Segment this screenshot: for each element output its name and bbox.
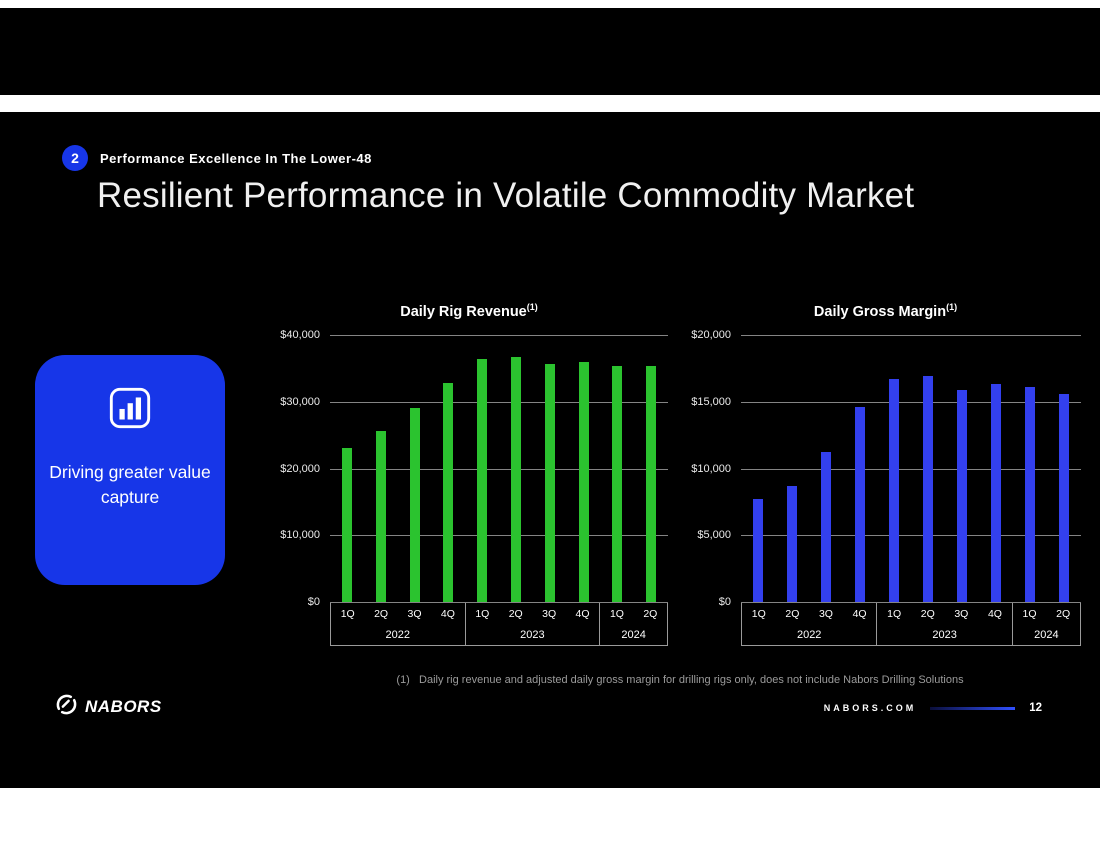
quarter-label: 4Q: [566, 602, 601, 625]
footnote-ref: (1): [946, 302, 958, 312]
footnote: (1) Daily rig revenue and adjusted daily…: [396, 674, 964, 686]
quarter-label: 1Q: [751, 607, 766, 620]
gridline: [330, 468, 668, 470]
y-axis-tick-label: $20,000: [691, 329, 731, 341]
y-axis-tick-label: $0: [307, 596, 320, 608]
chart-title-text: Daily Rig Revenue: [400, 303, 527, 320]
bar-1Q-4: [889, 379, 899, 602]
y-axis-tick-label: $15,000: [691, 395, 731, 408]
quarter-label: 3Q: [954, 607, 969, 620]
slide-title: Resilient Performance in Volatile Commod…: [97, 176, 915, 215]
bar-2Q-1: [787, 485, 797, 602]
y-axis-tick-label: $30,000: [280, 395, 320, 408]
gridline: [741, 535, 1081, 537]
quarter-label: 2Q: [920, 607, 935, 620]
chart-title-daily-rig-revenue: Daily Rig Revenue(1): [270, 302, 668, 320]
bar-1Q-4: [477, 359, 488, 602]
quarter-label: 4Q: [843, 602, 878, 625]
year-label: 2022: [385, 629, 411, 641]
chart-title-text: Daily Gross Margin: [813, 303, 947, 320]
quarter-label: 2Q: [785, 607, 800, 620]
bar-4Q-7: [578, 362, 589, 602]
year-row: 2022 2023 2024: [330, 625, 668, 646]
quarter-label: 2Q: [1056, 607, 1071, 620]
bar-2Q-5: [923, 376, 933, 602]
section-kicker: 2 Performance Excellence In The Lower-48: [62, 145, 372, 171]
plot-area: $20,000 $15,000 $10,000 $5,000 $0: [691, 329, 1081, 608]
page-number: 12: [1029, 702, 1042, 714]
year-label: 2024: [1011, 625, 1080, 645]
y-axis-tick-label: $20,000: [280, 462, 320, 475]
y-axis-tick-label: $40,000: [280, 329, 320, 341]
gridline: [330, 602, 668, 603]
gridline: [330, 401, 668, 403]
quarter-label: 2Q: [374, 607, 389, 620]
footnote-ref: (1): [526, 302, 538, 312]
bar-2Q-9: [1059, 393, 1069, 602]
bar-1Q-8: [1025, 387, 1035, 602]
bar-2Q-9: [646, 366, 657, 602]
quarter-label: 1Q: [887, 607, 902, 620]
year-label: 2023: [464, 625, 600, 645]
bar-4Q-7: [991, 384, 1001, 602]
quarter-label: 2Q: [508, 607, 523, 620]
year-row: 2022 2023 2024: [741, 625, 1081, 646]
bar-3Q-2: [409, 407, 420, 602]
category-row: 1Q 2Q 3Q 4Q 1Q 2Q 3Q 4Q 1Q 2Q: [741, 602, 1081, 625]
quarter-label: 1Q: [340, 607, 355, 620]
quarter-label: 2Q: [643, 607, 658, 620]
gridline: [741, 468, 1081, 470]
y-axis-tick-label: $5,000: [697, 529, 731, 542]
section-kicker-label: Performance Excellence In The Lower-48: [100, 150, 372, 166]
chart-daily-gross-margin: $20,000 $15,000 $10,000 $5,000 $0 1Q 2Q 3Q 4Q 1Q…: [691, 329, 1081, 646]
gridline: [741, 335, 1081, 336]
callout-card: Driving greater value capture: [35, 355, 225, 585]
year-label: 2022: [796, 629, 822, 641]
quarter-label: 3Q: [818, 607, 833, 620]
slide: 2 Performance Excellence In The Lower-48…: [0, 112, 1100, 788]
bar-2Q-5: [510, 357, 521, 602]
quarter-label: 3Q: [407, 607, 422, 620]
gridline: [741, 401, 1081, 403]
nabors-logo: NABORS: [55, 693, 162, 721]
gridline: [330, 335, 668, 336]
quarter-label: 4Q: [978, 602, 1013, 625]
chart-title-daily-gross-margin: Daily Gross Margin(1): [690, 302, 1081, 320]
category-row: 1Q 2Q 3Q 4Q 1Q 2Q 3Q 4Q 1Q 2Q: [330, 602, 668, 625]
bar-3Q-6: [957, 389, 967, 602]
bar-3Q-6: [544, 363, 555, 602]
bar-chart-icon: [107, 385, 153, 436]
bar-3Q-2: [821, 452, 831, 602]
top-black-band: [0, 8, 1100, 95]
chart-daily-rig-revenue: $40,000 $30,000 $20,000 $10,000 $0 1Q 2Q 3Q 4Q 1…: [280, 329, 668, 646]
bar-4Q-3: [443, 383, 454, 602]
website-text: NABORS.COM: [823, 703, 917, 713]
y-axis-tick-label: $0: [718, 596, 731, 608]
quarter-label: 1Q: [475, 607, 490, 620]
bar-1Q-0: [341, 448, 352, 602]
year-label: 2024: [599, 625, 667, 645]
plot-area: $40,000 $30,000 $20,000 $10,000 $0: [280, 329, 668, 608]
quarter-label: 1Q: [609, 607, 624, 620]
quarter-label: 4Q: [431, 602, 466, 625]
y-axis-tick-label: $10,000: [691, 462, 731, 475]
footer-accent-line: [930, 706, 1016, 710]
bar-1Q-8: [612, 365, 623, 602]
gridline: [741, 602, 1081, 603]
nabors-logo-text: NABORS: [85, 697, 162, 716]
year-label: 2023: [876, 625, 1011, 645]
bar-2Q-1: [375, 431, 386, 602]
section-number-badge: 2: [62, 145, 88, 171]
footer-right: NABORS.COM 12: [824, 702, 1042, 714]
quarter-label: 3Q: [542, 607, 557, 620]
quarter-label: 1Q: [1022, 607, 1037, 620]
bar-4Q-3: [855, 407, 865, 602]
bar-1Q-0: [753, 499, 763, 602]
nabors-logo-icon: [55, 693, 78, 721]
gridline: [330, 535, 668, 537]
callout-text: Driving greater value capture: [49, 462, 211, 508]
y-axis-tick-label: $10,000: [280, 529, 320, 542]
